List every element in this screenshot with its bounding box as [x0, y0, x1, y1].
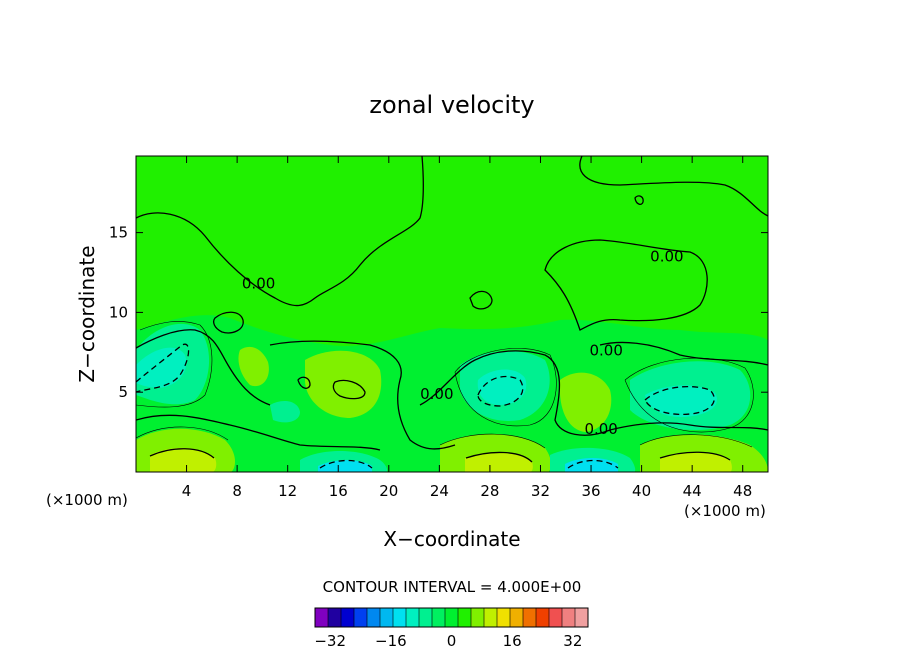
x-axis: 4 8 12 16 20 24 28 32 36 40 44 48: [182, 156, 752, 500]
bottom-pos-2b: [465, 452, 533, 472]
zero-contour-right-lobe: [544, 239, 708, 331]
plot-frame: [135, 155, 769, 473]
thin-contour-4: [136, 426, 229, 441]
contour-label: 0.00: [590, 342, 623, 360]
blob-pos-3: [238, 346, 269, 387]
x-axis-label: X−coordinate: [383, 527, 520, 551]
pos-contour-3: [659, 451, 731, 461]
x-tick-label: 36: [581, 482, 600, 500]
x-tick-label: 8: [232, 482, 242, 500]
thin-contour-3: [624, 357, 754, 433]
zero-contour-mid2: [269, 340, 456, 450]
small-loop-3: [634, 195, 644, 205]
x-unit-right: (×1000 m): [684, 502, 766, 520]
zero-contour-low2: [609, 422, 768, 431]
contour-field: 0.00 0.00 0.00 0.00 0.00: [136, 156, 768, 472]
x-tick-label: 4: [182, 482, 192, 500]
pos-contour-1: [149, 448, 215, 459]
y-axis-label: Z−coordinate: [75, 245, 99, 382]
thin-contour-2: [454, 348, 557, 427]
colorbar-cell: [328, 608, 342, 627]
colorbar-cell: [341, 608, 355, 627]
zero-contour-mid: [136, 329, 271, 406]
thin-contour-1: [136, 321, 213, 408]
x-tick-label: 20: [379, 482, 398, 500]
x-tick-label: 24: [430, 482, 449, 500]
thin-contour-6: [639, 434, 753, 448]
colorbar-cell: [406, 608, 420, 627]
thin-contour-5: [439, 433, 546, 449]
contour-label: 0.00: [242, 275, 275, 293]
zero-contour-upper-left: [136, 156, 424, 307]
y-tick-label: 15: [109, 224, 128, 242]
small-loop-2: [469, 290, 493, 310]
colorbar-cell: [367, 608, 381, 627]
small-loop-5: [332, 379, 366, 400]
colorbar-cell: [380, 608, 394, 627]
neg-contour-5: [567, 459, 619, 469]
colorbar-cell: [432, 608, 446, 627]
low-band-fill: [136, 315, 768, 472]
x-tick-label: 40: [632, 482, 651, 500]
x-tick-label: 44: [683, 482, 702, 500]
blob-neg-3b: [645, 385, 717, 418]
zero-contour-mid4: [599, 341, 768, 366]
colorbar-cell: [315, 608, 329, 627]
contour-interval-text: CONTOUR INTERVAL = 4.000E+00: [323, 578, 582, 596]
colorbar: −32 −16 0 16 32: [314, 607, 589, 650]
y-tick-label: 5: [118, 383, 128, 401]
colorbar-cell: [523, 608, 537, 627]
colorbar-frame: [314, 607, 589, 628]
blob-pos-1: [305, 350, 382, 418]
x-tick-label: 48: [733, 482, 752, 500]
colorbar-cell: [575, 608, 589, 627]
contour-label: 0.00: [420, 385, 453, 403]
bottom-pos-1b: [150, 447, 217, 472]
small-loop-4: [297, 376, 311, 389]
zero-contour-low: [136, 414, 381, 451]
neg-contour-2: [477, 375, 524, 407]
x-tick-label: 16: [329, 482, 348, 500]
colorbar-cell: [393, 608, 407, 627]
colorbar-cell: [497, 608, 511, 627]
colorbar-tick-label: −32: [314, 632, 346, 650]
colorbar-cell: [549, 608, 563, 627]
colorbar-tick-label: 32: [563, 632, 582, 650]
bottom-pos-3b: [660, 452, 732, 472]
contour-labels: 0.00 0.00 0.00 0.00 0.00: [242, 248, 684, 438]
colorbar-cell: [445, 608, 459, 627]
chart-title: zonal velocity: [369, 91, 534, 119]
colorbar-tick-label: −16: [375, 632, 407, 650]
zero-contour-upper-right: [579, 156, 768, 217]
neg-contour-4: [319, 459, 373, 469]
blob-neg-1b: [136, 347, 187, 388]
neg-contour-1: [136, 343, 190, 393]
colorbar-tick-label: 16: [503, 632, 522, 650]
colorbar-tick-label: 0: [447, 632, 457, 650]
x-tick-label: 28: [480, 482, 499, 500]
blob-neg-2b: [477, 369, 527, 405]
x-unit-left: (×1000 m): [46, 491, 128, 509]
x-tick-label: 12: [278, 482, 297, 500]
y-axis: 5 10 15: [109, 224, 768, 401]
small-loop-1: [213, 311, 244, 334]
contour-label: 0.00: [584, 420, 617, 438]
contour-label: 0.00: [650, 248, 683, 266]
neg-contour-3: [644, 385, 715, 416]
colorbar-cell: [471, 608, 485, 627]
colorbar-cell: [562, 608, 576, 627]
colorbar-cell: [510, 608, 524, 627]
colorbar-cell: [484, 608, 498, 627]
zero-contour-mid3: [419, 350, 611, 436]
colorbar-cell: [354, 608, 368, 627]
y-tick-label: 10: [109, 303, 128, 321]
x-tick-label: 32: [531, 482, 550, 500]
colorbar-cell: [419, 608, 433, 627]
colorbar-cell: [458, 608, 472, 627]
blob-pos-2: [559, 372, 612, 432]
blob-neg-4: [270, 400, 300, 423]
colorbar-cell: [536, 608, 550, 627]
pos-contour-2: [465, 451, 533, 463]
